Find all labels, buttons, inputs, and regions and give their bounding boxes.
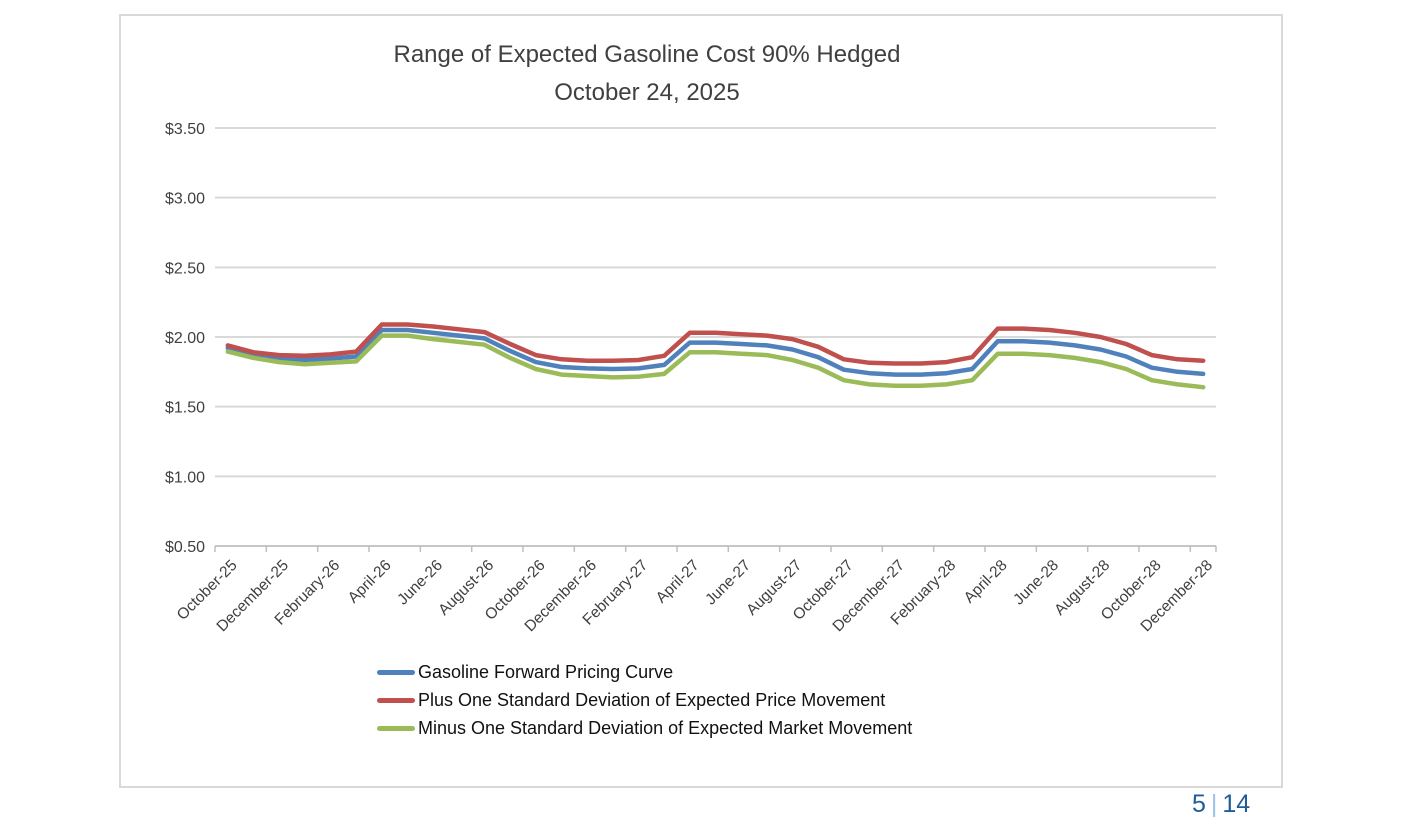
svg-text:$3.50: $3.50 — [165, 121, 205, 138]
svg-text:June-28: June-28 — [1010, 557, 1062, 609]
svg-text:$2.50: $2.50 — [165, 260, 205, 277]
page-number-current: 5 — [1192, 790, 1206, 818]
svg-text:$1.00: $1.00 — [165, 469, 205, 486]
legend-marker-icon — [377, 697, 415, 703]
legend-item-plus-one-standard-deviation-of-expected-price-movement: Plus One Standard Deviation of Expected … — [377, 689, 912, 711]
series-plus-one-standard-deviation-of-expected-price-movement-line — [225, 322, 1206, 366]
page-number: 5 | 14 — [1192, 790, 1250, 819]
svg-text:June-26: June-26 — [394, 557, 446, 609]
line-chart-plot: $3.50 $3.00 $2.50 $2.00 $1.50 $1.00 $0.50Octob… — [165, 121, 1217, 635]
legend-label: Plus One Standard Deviation of Expected … — [418, 689, 886, 710]
legend-label: Minus One Standard Deviation of Expected… — [418, 717, 913, 738]
chart-title-line2: October 24, 2025 — [554, 79, 740, 106]
legend-item-minus-one-standard-deviation-of-expected-market-movement: Minus One Standard Deviation of Expected… — [377, 717, 912, 739]
chart-legend: Gasoline Forward Pricing Curve Plus One S… — [377, 661, 912, 739]
svg-text:$3.00: $3.00 — [165, 191, 205, 208]
legend-label: Gasoline Forward Pricing Curve — [418, 661, 674, 682]
series-minus-one-standard-deviation-of-expected-market-movement-line — [225, 333, 1206, 390]
legend-marker-icon — [377, 725, 415, 731]
chart-title-line1: Range of Expected Gasoline Cost 90% Hedg… — [393, 41, 901, 68]
legend-marker-icon — [377, 669, 415, 675]
svg-text:April-28: April-28 — [961, 557, 1011, 607]
svg-text:April-26: April-26 — [345, 557, 395, 607]
chart-container: $3.50 $3.00 $2.50 $2.00 $1.50 $1.00 $0.50 Octob… — [119, 14, 1283, 788]
legend-item-gasoline-forward-pricing-curve: Gasoline Forward Pricing Curve — [377, 661, 912, 683]
x-axis — [214, 545, 1217, 552]
svg-text:$0.50: $0.50 — [165, 539, 205, 556]
chart-title: Range of Expected Gasoline Cost 90% Hedg… — [67, 36, 1227, 112]
page-number-total: 14 — [1222, 790, 1251, 818]
svg-text:$2.00: $2.00 — [165, 330, 205, 347]
svg-text:$1.50: $1.50 — [165, 400, 205, 417]
svg-text:April-27: April-27 — [653, 557, 703, 607]
series-gasoline-forward-pricing-curve-line — [225, 327, 1206, 377]
y-gridlines — [215, 127, 1216, 547]
page-number-separator: | — [1210, 790, 1218, 818]
svg-text:June-27: June-27 — [702, 557, 754, 609]
y-axis-labels: $3.50 $3.00 $2.50 $2.00 $1.50 $1.00 $0.50 — [165, 121, 205, 556]
